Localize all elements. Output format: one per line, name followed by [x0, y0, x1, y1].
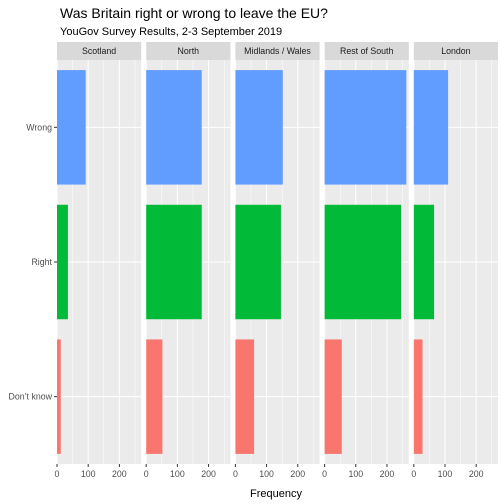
bar-right-london	[413, 204, 435, 320]
bar-don-t-know-scotland	[57, 339, 61, 454]
chart-subtitle: YouGov Survey Results, 2-3 September 201…	[60, 26, 282, 38]
y-axis: Wrong Right Don’t know	[8, 122, 57, 402]
bar-wrong-rest-of-south	[324, 70, 407, 185]
facet-strip	[324, 42, 409, 60]
bar-wrong-london	[413, 70, 449, 185]
facet-strip	[57, 42, 142, 60]
bar-don-t-know-north	[146, 339, 163, 454]
y-tick-label: Right	[31, 257, 52, 267]
facet-panel: North 0 100 200	[144, 42, 231, 479]
bar-don-t-know-london	[413, 339, 423, 454]
x-tick-label: 100	[81, 469, 96, 479]
bar-wrong-north	[146, 70, 202, 185]
facet-strip-label: London	[441, 46, 470, 56]
bar-don-t-know-rest-of-south	[324, 339, 342, 454]
x-tick-label: 200	[201, 469, 216, 479]
facet-panel: London 0 100 200	[411, 42, 498, 479]
facet-panel: Scotland 0 100 200	[55, 42, 142, 479]
facet-panel: Rest of South 0 100 200	[322, 42, 409, 479]
chart-title: Was Britain right or wrong to leave the …	[60, 5, 328, 21]
x-axis-title: Frequency	[250, 488, 302, 500]
x-tick-label: 100	[259, 469, 274, 479]
x-tick-label: 0	[144, 469, 149, 479]
x-tick-label: 100	[438, 469, 453, 479]
x-tick-label: 100	[348, 469, 363, 479]
facet-strip	[146, 42, 231, 60]
x-tick-label: 200	[469, 469, 484, 479]
x-tick-label: 0	[322, 469, 327, 479]
facet-strip-label: Midlands / Wales	[244, 46, 311, 56]
bar-right-rest-of-south	[324, 204, 402, 320]
bar-right-scotland	[57, 204, 68, 320]
facet-strip-label: Scotland	[82, 46, 116, 56]
x-tick-label: 0	[233, 469, 238, 479]
y-tick-label: Don’t know	[8, 392, 52, 402]
x-tick-label: 0	[55, 469, 60, 479]
x-tick-label: 200	[290, 469, 305, 479]
bar-don-t-know-midlands-wales	[235, 339, 255, 454]
x-tick-label: 0	[411, 469, 416, 479]
bar-right-midlands-wales	[235, 204, 281, 320]
facet-panel: Midlands / Wales 0 100 200	[233, 42, 320, 479]
x-tick-label: 200	[380, 469, 395, 479]
y-tick-label: Wrong	[26, 122, 52, 132]
x-tick-label: 200	[112, 469, 127, 479]
facet-strip	[413, 42, 498, 60]
x-tick-label: 100	[170, 469, 185, 479]
facet-strip-label: North	[178, 46, 200, 56]
bar-wrong-midlands-wales	[235, 70, 283, 185]
facet-strip	[235, 42, 320, 60]
bar-right-north	[146, 204, 202, 320]
bar-wrong-scotland	[57, 70, 86, 185]
facet-strip-label: Rest of South	[340, 46, 393, 56]
